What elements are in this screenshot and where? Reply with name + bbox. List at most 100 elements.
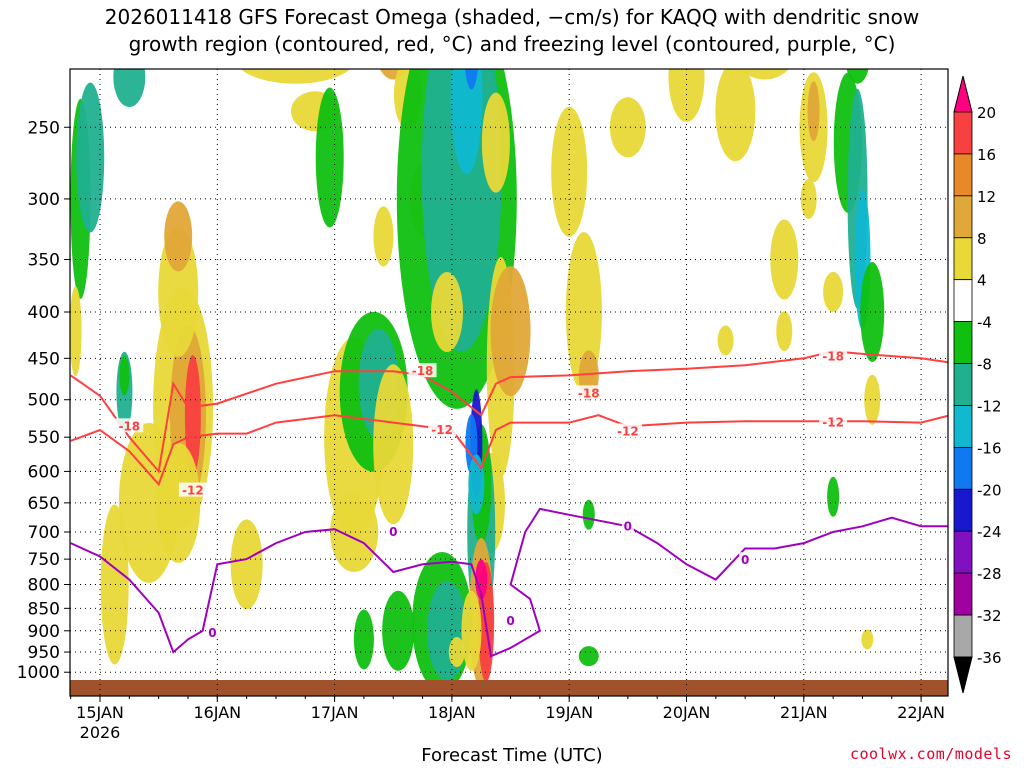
dgz-contour-label-bg (408, 363, 437, 378)
freezing-contour-label-bg (387, 524, 400, 539)
y-tick-label: 300 (28, 190, 60, 210)
dgz-contour-label-bg (613, 423, 642, 438)
omega-shading-patch (431, 272, 464, 353)
omega-shading-patch (827, 476, 840, 517)
contour-layer: -18 -12 -18 -12 -18 -12 -18 -12 0 0 0 0 0 (70, 348, 948, 658)
y-tick-label: 400 (28, 303, 60, 323)
y-tick-label: 1000 (17, 663, 60, 683)
omega-shading-patch (113, 69, 146, 107)
x-tick-label: 20JAN (663, 703, 711, 722)
omega-shading-patch (139, 0, 179, 6)
contour-minus18 (70, 350, 948, 474)
x-tick-label: 22JAN (897, 703, 945, 722)
y-tick-label: 450 (28, 349, 60, 369)
omega-shading-patch (861, 629, 874, 650)
omega-shading-patch (450, 69, 483, 175)
x-axis-title: Forecast Time (UTC) (421, 745, 603, 766)
colorbar-top-arrow (953, 75, 973, 113)
omega-shading-patch (740, 69, 790, 80)
y-tick-label: 650 (28, 494, 60, 514)
colorbar-label: -36 (977, 649, 1002, 667)
omega-shading-patch (468, 454, 485, 515)
omega-shading-patch (118, 422, 179, 583)
omega-shading-patch (427, 580, 468, 681)
omega-shading-patch (353, 609, 374, 670)
x-tick-label: 15JAN (76, 703, 124, 722)
omega-shading-patch (481, 92, 510, 193)
omega-shading-patch (823, 20, 843, 60)
y-tick-label: 700 (28, 523, 60, 543)
omega-shading-patch (70, 286, 82, 377)
dgz-contour-label: -18 (578, 386, 600, 400)
colorbar-label: -12 (977, 397, 1002, 415)
colorbar-bottom-arrow (953, 656, 973, 694)
omega-shading-patch (807, 81, 820, 142)
omega-shading-patch (551, 106, 588, 237)
colorbar-label: 20 (977, 104, 996, 122)
omega-shading-patch (184, 355, 201, 476)
colorbar-label: -32 (977, 607, 1002, 625)
omega-shading-patch (578, 646, 599, 667)
y-tick-label: 950 (28, 643, 60, 663)
freezing-contour-label-bg (621, 518, 634, 533)
dgz-contour-label: -18 (412, 364, 434, 378)
omega-shading-patch (379, 69, 407, 80)
contour-freezing-level (70, 507, 948, 658)
y-tick-label: 250 (28, 118, 60, 138)
dgz-contour-label: -12 (822, 416, 844, 430)
colorbar-swatch (953, 279, 973, 323)
colorbar-swatch (953, 111, 973, 155)
omega-shading-patch (100, 504, 129, 665)
omega-shading-patch (92, 0, 148, 33)
colorbar-label: 8 (977, 230, 987, 248)
omega-shading-patch (770, 219, 799, 300)
colorbar-swatch (953, 405, 973, 448)
y-tick-label: 500 (28, 391, 60, 411)
dgz-contour-label-bg (428, 421, 457, 436)
dgz-contour-label: -12 (182, 484, 204, 498)
plot-frame (69, 68, 949, 697)
omega-shading-patch (76, 82, 105, 233)
colorbar: 20 16 12 8 4 -4 -8 -12 -16 -20 -24 -28 -32 -36 (953, 75, 1002, 694)
omega-shading-patch (800, 178, 817, 219)
y-tick-label: 900 (28, 622, 60, 642)
credit-link[interactable]: coolwx.com/models (849, 745, 1012, 763)
colorbar-label: -8 (977, 356, 992, 374)
freezing-contour-label: 0 (389, 525, 397, 539)
omega-shading-patch (461, 590, 482, 671)
omega-shading-patch (240, 69, 351, 84)
colorbar-swatch (953, 153, 973, 197)
colorbar-label: -24 (977, 523, 1002, 541)
freezing-contour-label-bg (739, 552, 752, 567)
y-tick-label: 600 (28, 462, 60, 482)
freezing-contour-label: 0 (506, 614, 514, 628)
omega-shading-patch (230, 519, 263, 610)
y-tick-label: 350 (28, 251, 60, 271)
omega-shading-patch (582, 499, 595, 530)
dgz-contour-label-bg (574, 385, 603, 400)
colorbar-label: -28 (977, 565, 1002, 583)
omega-shading-patch (823, 271, 844, 312)
omega-shading-patch (652, 69, 662, 70)
colorbar-label: -16 (977, 439, 1002, 457)
omega-shading-patch (864, 374, 881, 425)
freezing-contour-label: 0 (208, 626, 216, 640)
dgz-contour-label: -18 (822, 350, 844, 364)
omega-shading-patch (609, 97, 646, 158)
omega-shading-patch (668, 69, 705, 122)
x-tick-label: 19JAN (545, 703, 593, 722)
ground-surface (70, 680, 948, 696)
omega-shading-patch (373, 364, 414, 525)
omega-shading-patch (860, 262, 885, 363)
y-tick-label: 550 (28, 428, 60, 448)
y-tick-label: 800 (28, 575, 60, 595)
omega-shading-patch (119, 355, 130, 396)
omega-shading-patch (382, 590, 415, 671)
freezing-contour-label-bg (504, 613, 517, 628)
omega-shading-patch (315, 87, 344, 228)
dgz-contour-label: -12 (617, 424, 639, 438)
omega-shading-patch (776, 311, 793, 352)
x-axis: 15JAN 16JAN 17JAN 18JAN 19JAN 20JAN 21JAN 22JAN… (70, 696, 945, 742)
freezing-contour-label: 0 (624, 519, 632, 533)
